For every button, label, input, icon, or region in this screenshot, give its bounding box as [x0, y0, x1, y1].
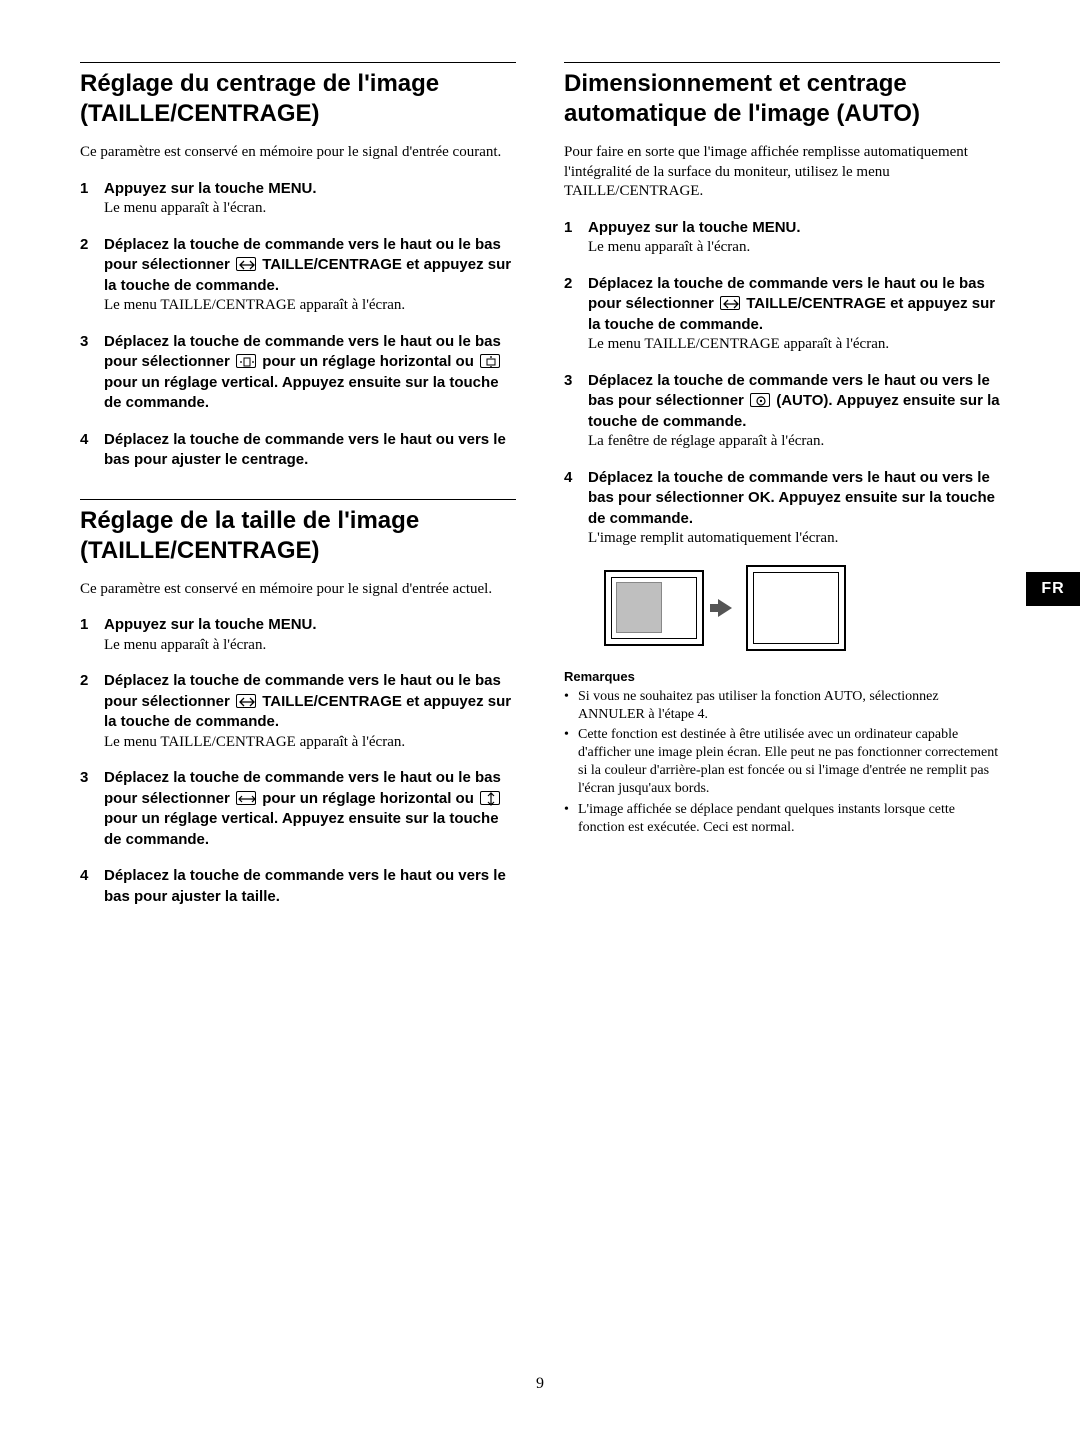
step-item: 4 Déplacez la touche de commande vers le… — [80, 866, 516, 907]
steps-list: 1 Appuyez sur la touche MENU. Le menu ap… — [80, 615, 516, 907]
step-number: 1 — [80, 179, 104, 219]
step-number: 4 — [80, 866, 104, 907]
step-body: Déplacez la touche de commande vers le h… — [104, 671, 516, 752]
bullet-icon: • — [564, 726, 578, 799]
step-bold: Déplacez la touche de commande vers le h… — [588, 469, 995, 527]
step-number: 3 — [80, 768, 104, 850]
step-plain: La fenêtre de réglage apparaît à l'écran… — [588, 433, 824, 449]
h-center-icon — [236, 354, 256, 368]
bullet-icon: • — [564, 688, 578, 724]
notes-list: •Si vous ne souhaitez pas utiliser la fo… — [564, 688, 1000, 838]
step-number: 4 — [80, 430, 104, 471]
step-number: 2 — [564, 274, 588, 355]
step-bold: Appuyez sur la touche MENU. — [104, 616, 317, 633]
v-size-icon — [480, 791, 500, 805]
section-centering: Réglage du centrage de l'image (TAILLE/C… — [80, 62, 516, 471]
step-body: Appuyez sur la touche MENU. Le menu appa… — [588, 218, 1000, 258]
rule — [564, 62, 1000, 63]
step-plain: Le menu apparaît à l'écran. — [104, 637, 266, 653]
step-item: 1 Appuyez sur la touche MENU. Le menu ap… — [564, 218, 1000, 258]
step-plain: Le menu TAILLE/CENTRAGE apparaît à l'écr… — [588, 336, 889, 352]
size-center-icon — [236, 694, 256, 708]
step-body: Déplacez la touche de commande vers le h… — [104, 430, 516, 471]
steps-list: 1 Appuyez sur la touche MENU. Le menu ap… — [80, 179, 516, 471]
monitor-before-icon — [604, 570, 704, 646]
step-body: Appuyez sur la touche MENU. Le menu appa… — [104, 179, 516, 219]
section-title: Réglage de la taille de l'image (TAILLE/… — [80, 506, 516, 566]
step-bold: pour un réglage vertical. Appuyez ensuit… — [104, 374, 499, 412]
auto-icon — [750, 393, 770, 407]
notes-heading: Remarques — [564, 669, 1000, 684]
step-item: 1 Appuyez sur la touche MENU. Le menu ap… — [80, 615, 516, 655]
step-item: 4 Déplacez la touche de commande vers le… — [80, 430, 516, 471]
step-number: 2 — [80, 671, 104, 752]
step-item: 3 Déplacez la touche de commande vers le… — [80, 768, 516, 850]
step-body: Déplacez la touche de commande vers le h… — [104, 866, 516, 907]
step-bold: Déplacez la touche de commande vers le h… — [104, 431, 506, 469]
step-item: 3 Déplacez la touche de commande vers le… — [80, 332, 516, 414]
step-item: 2 Déplacez la touche de commande vers le… — [564, 274, 1000, 355]
section-title: Réglage du centrage de l'image (TAILLE/C… — [80, 69, 516, 129]
step-body: Déplacez la touche de commande vers le h… — [588, 274, 1000, 355]
note-text: Cette fonction est destinée à être utili… — [578, 726, 1000, 799]
step-plain: L'image remplit automatiquement l'écran. — [588, 530, 838, 546]
section-intro: Pour faire en sorte que l'image affichée… — [564, 143, 1000, 202]
step-plain: Le menu apparaît à l'écran. — [588, 239, 750, 255]
step-body: Déplacez la touche de commande vers le h… — [588, 468, 1000, 549]
size-center-icon — [236, 257, 256, 271]
step-number: 1 — [80, 615, 104, 655]
step-number: 1 — [564, 218, 588, 258]
step-item: 2 Déplacez la touche de commande vers le… — [80, 235, 516, 316]
rule — [80, 62, 516, 63]
auto-diagram — [604, 565, 1000, 651]
section-auto: Dimensionnement et centrage automatique … — [564, 62, 1000, 837]
step-number: 3 — [80, 332, 104, 414]
step-number: 3 — [564, 371, 588, 452]
step-body: Déplacez la touche de commande vers le h… — [104, 768, 516, 850]
step-item: 1 Appuyez sur la touche MENU. Le menu ap… — [80, 179, 516, 219]
step-bold: Appuyez sur la touche MENU. — [588, 219, 801, 236]
step-body: Déplacez la touche de commande vers le h… — [588, 371, 1000, 452]
step-item: 4 Déplacez la touche de commande vers le… — [564, 468, 1000, 549]
size-center-icon — [720, 296, 740, 310]
note-text: L'image affichée se déplace pendant quel… — [578, 801, 1000, 837]
step-number: 4 — [564, 468, 588, 549]
step-body: Appuyez sur la touche MENU. Le menu appa… — [104, 615, 516, 655]
language-label: FR — [1041, 580, 1064, 598]
section-intro: Ce paramètre est conservé en mémoire pou… — [80, 143, 516, 163]
v-center-icon — [480, 354, 500, 368]
step-bold: Déplacez la touche de commande vers le h… — [104, 867, 506, 905]
step-bold: pour un réglage horizontal ou — [258, 353, 478, 370]
step-bold: pour un réglage horizontal ou — [258, 790, 478, 807]
section-title: Dimensionnement et centrage automatique … — [564, 69, 1000, 129]
monitor-after-icon — [746, 565, 846, 651]
step-body: Déplacez la touche de commande vers le h… — [104, 235, 516, 316]
h-size-icon — [236, 791, 256, 805]
right-column: Dimensionnement et centrage automatique … — [564, 62, 1000, 923]
note-item: •Cette fonction est destinée à être util… — [564, 726, 1000, 799]
steps-list: 1 Appuyez sur la touche MENU. Le menu ap… — [564, 218, 1000, 549]
note-item: •Si vous ne souhaitez pas utiliser la fo… — [564, 688, 1000, 724]
step-number: 2 — [80, 235, 104, 316]
step-item: 2 Déplacez la touche de commande vers le… — [80, 671, 516, 752]
note-item: •L'image affichée se déplace pendant que… — [564, 801, 1000, 837]
step-bold: Appuyez sur la touche MENU. — [104, 180, 317, 197]
step-item: 3 Déplacez la touche de commande vers le… — [564, 371, 1000, 452]
arrow-right-icon — [718, 599, 732, 617]
section-size: Réglage de la taille de l'image (TAILLE/… — [80, 499, 516, 908]
left-column: Réglage du centrage de l'image (TAILLE/C… — [80, 62, 516, 923]
step-body: Déplacez la touche de commande vers le h… — [104, 332, 516, 414]
bullet-icon: • — [564, 801, 578, 837]
step-plain: Le menu TAILLE/CENTRAGE apparaît à l'écr… — [104, 734, 405, 750]
step-bold: pour un réglage vertical. Appuyez ensuit… — [104, 810, 499, 848]
page-number: 9 — [0, 1375, 1080, 1393]
rule — [80, 499, 516, 500]
language-tab: FR — [1026, 572, 1080, 606]
note-text: Si vous ne souhaitez pas utiliser la fon… — [578, 688, 1000, 724]
step-plain: Le menu apparaît à l'écran. — [104, 200, 266, 216]
page-content: Réglage du centrage de l'image (TAILLE/C… — [0, 0, 1080, 923]
step-plain: Le menu TAILLE/CENTRAGE apparaît à l'écr… — [104, 297, 405, 313]
section-intro: Ce paramètre est conservé en mémoire pou… — [80, 580, 516, 600]
